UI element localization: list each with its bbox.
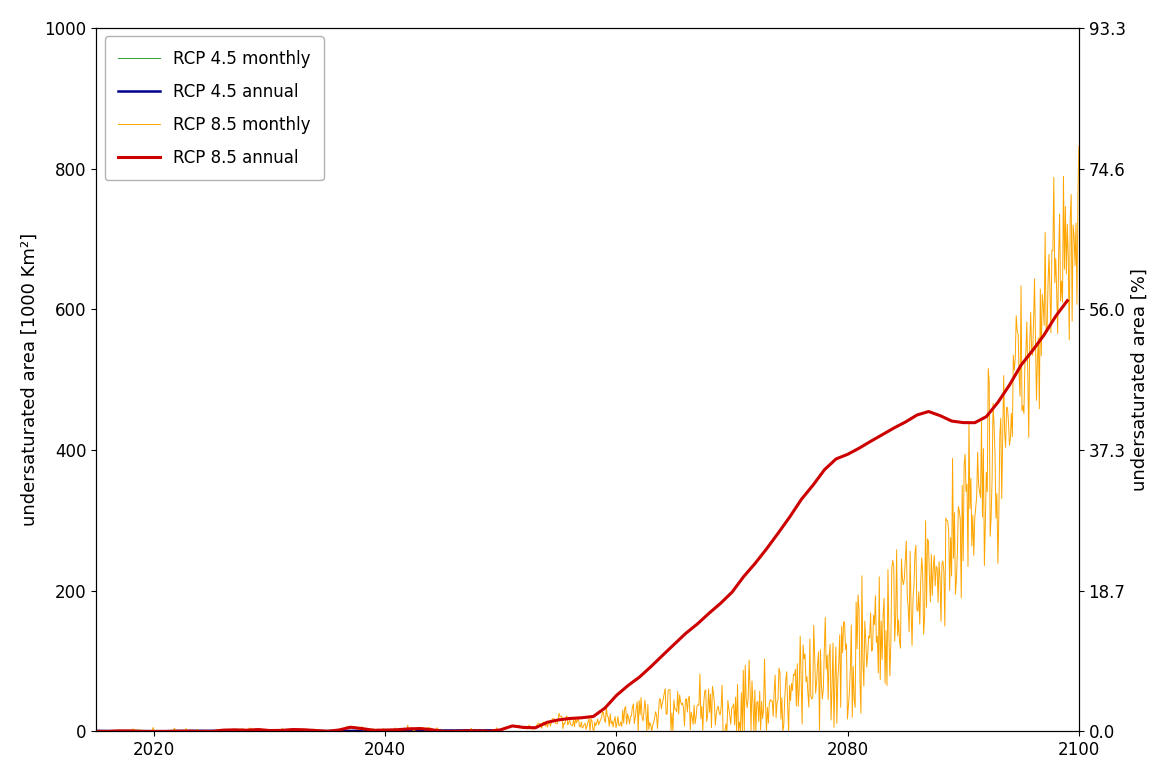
RCP 4.5 annual (390, 726, 404, 736)
Line: RCP 8.5 annual: RCP 8.5 annual (96, 300, 1067, 732)
RCP 4.5 annual (136, 726, 150, 736)
RCP 4.5 annual (147, 726, 161, 736)
RCP 4.5 annual (112, 726, 126, 736)
RCP 4.5 annual (344, 726, 358, 736)
RCP 4.5 annual (494, 726, 508, 736)
RCP 4.5 annual (274, 726, 288, 736)
RCP 4.5 monthly (290, 726, 304, 736)
RCP 4.5 annual (321, 726, 335, 736)
RCP 4.5 annual (297, 726, 311, 736)
RCP 8.5 annual (252, 725, 266, 734)
RCP 4.5 annual (459, 725, 473, 735)
RCP 4.5 monthly (104, 726, 118, 736)
RCP 4.5 annual (181, 726, 195, 736)
RCP 4.5 annual (228, 726, 242, 736)
RCP 4.5 annual (413, 726, 427, 736)
RCP 8.5 annual (378, 725, 392, 735)
RCP 4.5 annual (262, 726, 276, 736)
RCP 8.5 annual (1003, 381, 1017, 390)
RCP 8.5 annual (89, 727, 103, 736)
RCP 8.5 monthly (490, 726, 504, 736)
RCP 4.5 annual (285, 726, 300, 736)
RCP 4.5 annual (356, 726, 370, 736)
RCP 8.5 annual (425, 725, 439, 734)
RCP 4.5 monthly (95, 726, 109, 736)
RCP 8.5 annual (574, 713, 589, 722)
RCP 8.5 monthly (201, 725, 215, 735)
RCP 4.5 annual (216, 726, 230, 736)
RCP 8.5 annual (1060, 296, 1074, 305)
RCP 8.5 monthly (1072, 142, 1086, 151)
RCP 4.5 monthly (89, 726, 103, 736)
RCP 4.5 monthly (226, 726, 240, 736)
RCP 4.5 annual (482, 725, 496, 735)
Line: RCP 4.5 monthly: RCP 4.5 monthly (96, 730, 501, 731)
RCP 4.5 monthly (424, 726, 438, 736)
Line: RCP 4.5 annual: RCP 4.5 annual (96, 730, 501, 731)
RCP 4.5 annual (366, 726, 380, 736)
RCP 4.5 annual (170, 726, 184, 736)
RCP 8.5 monthly (115, 726, 129, 736)
RCP 4.5 annual (309, 726, 323, 736)
Y-axis label: undersaturated area [%]: undersaturated area [%] (1131, 268, 1149, 491)
Y-axis label: undersaturated area [1000 Km²]: undersaturated area [1000 Km²] (21, 233, 39, 526)
RCP 4.5 annual (252, 726, 266, 736)
RCP 4.5 annual (159, 726, 173, 736)
RCP 4.5 annual (101, 726, 115, 736)
RCP 4.5 annual (470, 725, 484, 735)
RCP 4.5 monthly (270, 726, 284, 736)
RCP 4.5 monthly (460, 725, 474, 735)
RCP 8.5 monthly (665, 708, 679, 718)
RCP 4.5 annual (436, 726, 450, 736)
Line: RCP 8.5 monthly: RCP 8.5 monthly (96, 147, 1079, 732)
RCP 4.5 annual (378, 726, 392, 736)
RCP 4.5 annual (425, 726, 439, 736)
RCP 4.5 annual (240, 726, 254, 736)
RCP 8.5 monthly (854, 709, 868, 718)
RCP 8.5 monthly (546, 714, 560, 723)
RCP 4.5 monthly (479, 726, 493, 736)
RCP 8.5 annual (390, 725, 404, 735)
RCP 4.5 annual (401, 726, 415, 736)
RCP 8.5 monthly (89, 727, 103, 736)
RCP 4.5 monthly (494, 725, 508, 735)
RCP 4.5 annual (89, 726, 103, 736)
RCP 4.5 annual (332, 726, 346, 736)
Legend: RCP 4.5 monthly, RCP 4.5 annual, RCP 8.5 monthly, RCP 8.5 annual: RCP 4.5 monthly, RCP 4.5 annual, RCP 8.5… (104, 36, 324, 180)
RCP 4.5 annual (124, 726, 138, 736)
RCP 4.5 annual (205, 726, 219, 736)
RCP 4.5 annual (193, 726, 207, 736)
RCP 4.5 annual (448, 726, 462, 736)
